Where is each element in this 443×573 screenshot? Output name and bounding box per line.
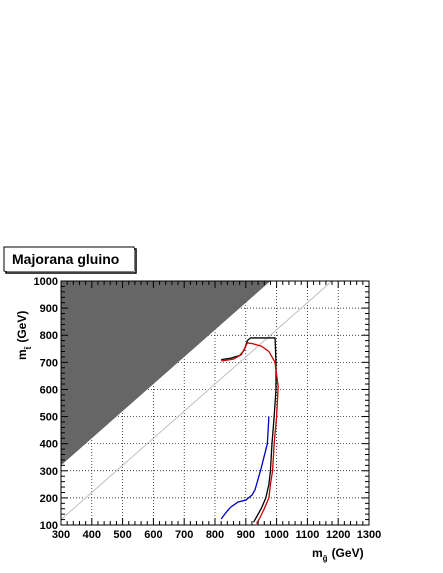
svg-text:mg̃(GeV): mg̃ (GeV) xyxy=(312,546,364,563)
diagonal-line xyxy=(60,280,333,520)
y-tick-label: 400 xyxy=(40,439,58,451)
plot-area xyxy=(60,280,370,526)
y-axis-label-unit: (GeV) xyxy=(15,311,29,343)
x-tick-label: 400 xyxy=(83,529,101,541)
y-axis-label-main: m xyxy=(15,349,29,360)
x-tick-label: 900 xyxy=(237,529,255,541)
y-tick-label: 900 xyxy=(40,303,58,315)
x-tick-label: 500 xyxy=(113,529,131,541)
x-tick-label: 800 xyxy=(206,529,224,541)
tick-labels: 300 400 500 600 700 800 900 1000 1100 1200 1300 100… xyxy=(34,276,382,541)
y-tick-label: 300 xyxy=(40,466,58,478)
x-axis-label-main: m xyxy=(312,546,323,560)
y-axis-label: mt̃ (GeV) xyxy=(15,311,33,360)
x-tick-label: 1300 xyxy=(357,529,381,541)
svg-text:mt̃(GeV): mt̃ (GeV) xyxy=(15,311,33,360)
x-axis-label: mg̃ (GeV) xyxy=(312,546,364,563)
x-tick-label: 1200 xyxy=(326,529,350,541)
x-tick-label: 300 xyxy=(52,529,70,541)
x-tick-label: 600 xyxy=(144,529,162,541)
chart-title: Majorana gluino xyxy=(3,246,137,274)
x-tick-label: 1000 xyxy=(264,529,288,541)
chart-title-text: Majorana gluino xyxy=(12,251,119,267)
excluded-region xyxy=(61,281,271,466)
y-tick-label: 800 xyxy=(40,330,58,342)
y-tick-label: 200 xyxy=(40,493,58,505)
y-tick-label: 1000 xyxy=(34,276,58,288)
series-line-3 xyxy=(221,342,279,524)
series-line-2 xyxy=(220,416,270,520)
y-tick-label: 700 xyxy=(40,357,58,369)
axis-ticks xyxy=(60,280,370,526)
series-group xyxy=(220,337,279,524)
x-axis-label-sub: g̃ xyxy=(323,554,328,563)
x-tick-label: 1100 xyxy=(295,529,319,541)
y-tick-label: 500 xyxy=(40,412,58,424)
x-axis-label-unit: (GeV) xyxy=(332,546,364,560)
y-tick-label: 600 xyxy=(40,384,58,396)
x-tick-label: 700 xyxy=(175,529,193,541)
y-tick-label: 100 xyxy=(40,520,58,532)
y-axis-label-sub: t̃ xyxy=(24,346,33,350)
